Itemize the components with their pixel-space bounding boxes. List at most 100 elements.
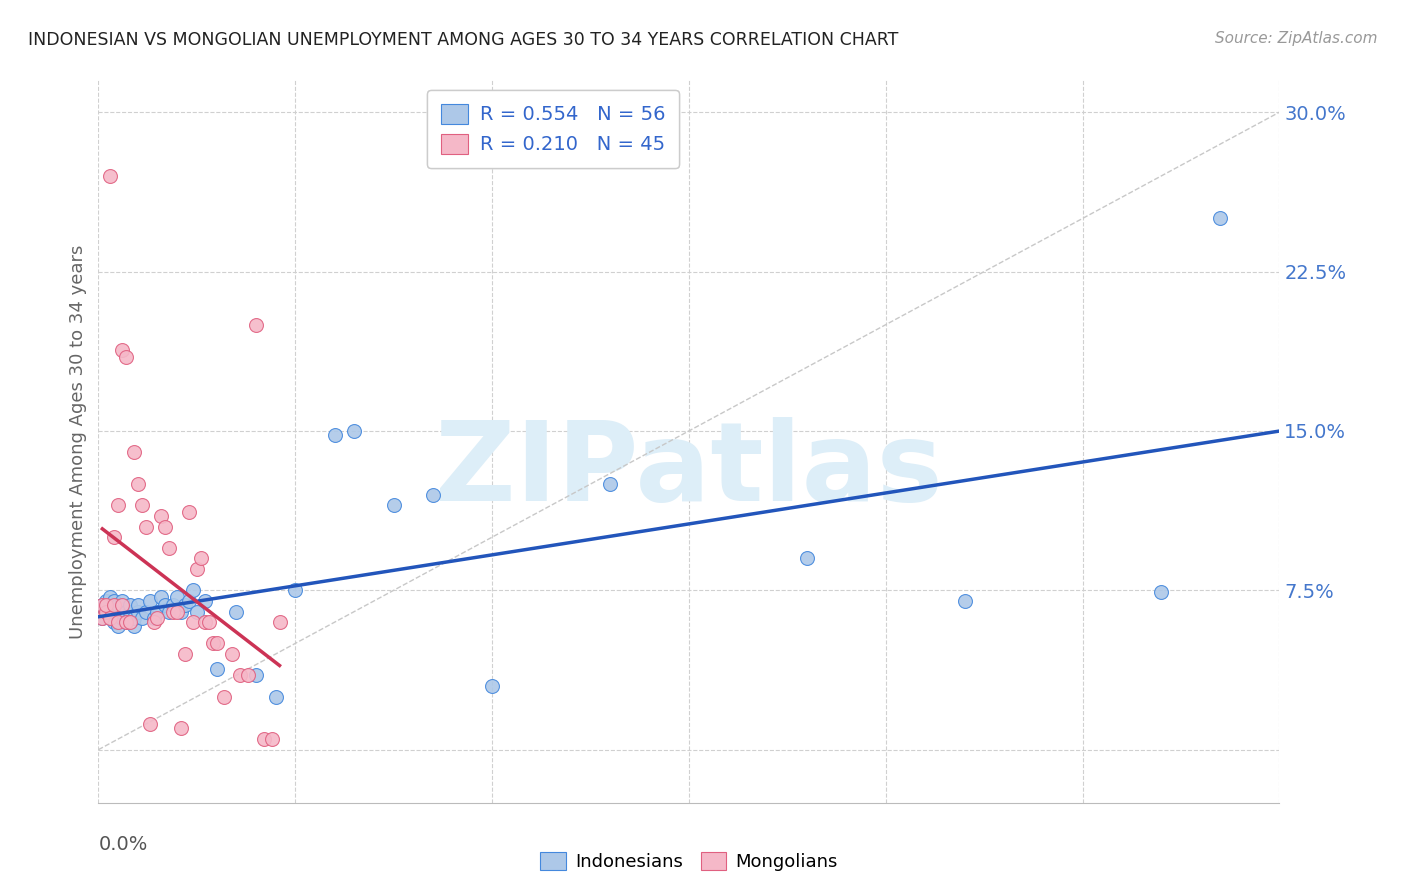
Point xyxy=(122,445,145,459)
Point xyxy=(107,605,129,619)
Point xyxy=(221,647,243,661)
Point xyxy=(111,343,134,358)
Point xyxy=(131,498,153,512)
Point xyxy=(103,605,125,619)
Point xyxy=(98,611,121,625)
Point xyxy=(122,619,145,633)
Point xyxy=(162,605,184,619)
Legend: R = 0.554   N = 56, R = 0.210   N = 45: R = 0.554 N = 56, R = 0.210 N = 45 xyxy=(427,90,679,168)
Point xyxy=(91,611,114,625)
Point xyxy=(953,594,976,608)
Point xyxy=(599,477,621,491)
Point xyxy=(122,611,145,625)
Point xyxy=(264,690,287,704)
Point xyxy=(214,690,236,704)
Point xyxy=(146,605,169,619)
Point xyxy=(138,717,160,731)
Point xyxy=(190,551,212,566)
Point xyxy=(135,519,157,533)
Point xyxy=(1150,585,1173,599)
Point xyxy=(181,615,204,630)
Point xyxy=(115,615,138,630)
Point xyxy=(96,605,118,619)
Point xyxy=(177,594,200,608)
Point xyxy=(155,598,177,612)
Point xyxy=(118,605,141,619)
Point xyxy=(131,611,153,625)
Text: 0.0%: 0.0% xyxy=(98,835,148,855)
Point xyxy=(205,662,228,676)
Point xyxy=(245,668,267,682)
Point xyxy=(343,424,366,438)
Point xyxy=(138,594,160,608)
Point xyxy=(103,615,125,630)
Point xyxy=(284,583,307,598)
Point xyxy=(118,611,141,625)
Point xyxy=(146,611,169,625)
Point xyxy=(1209,211,1232,226)
Point xyxy=(107,598,129,612)
Point xyxy=(91,611,114,625)
Point xyxy=(103,530,125,544)
Point xyxy=(103,594,125,608)
Point xyxy=(135,605,157,619)
Point xyxy=(170,605,193,619)
Point xyxy=(98,598,121,612)
Point xyxy=(260,732,283,747)
Point xyxy=(422,488,444,502)
Point xyxy=(115,615,138,630)
Point xyxy=(205,636,228,650)
Point xyxy=(98,169,121,183)
Point xyxy=(174,647,197,661)
Point xyxy=(107,619,129,633)
Point xyxy=(115,350,138,364)
Point xyxy=(194,615,217,630)
Point xyxy=(118,615,141,630)
Point xyxy=(127,605,149,619)
Y-axis label: Unemployment Among Ages 30 to 34 years: Unemployment Among Ages 30 to 34 years xyxy=(69,244,87,639)
Point xyxy=(118,598,141,612)
Point xyxy=(166,590,188,604)
Point xyxy=(253,732,276,747)
Point xyxy=(245,318,267,332)
Legend: Indonesians, Mongolians: Indonesians, Mongolians xyxy=(533,845,845,879)
Point xyxy=(157,605,180,619)
Text: INDONESIAN VS MONGOLIAN UNEMPLOYMENT AMONG AGES 30 TO 34 YEARS CORRELATION CHART: INDONESIAN VS MONGOLIAN UNEMPLOYMENT AMO… xyxy=(28,31,898,49)
Point xyxy=(194,594,217,608)
Point xyxy=(166,605,188,619)
Point xyxy=(201,636,224,650)
Point xyxy=(96,594,118,608)
Point xyxy=(142,611,165,625)
Point xyxy=(96,605,118,619)
Point xyxy=(269,615,291,630)
Point xyxy=(103,598,125,612)
Point xyxy=(111,605,134,619)
Text: ZIPatlas: ZIPatlas xyxy=(434,417,943,524)
Point xyxy=(107,615,129,630)
Point xyxy=(229,668,252,682)
Point xyxy=(98,611,121,625)
Point xyxy=(96,598,118,612)
Point xyxy=(107,498,129,512)
Point xyxy=(162,598,184,612)
Point xyxy=(174,598,197,612)
Point xyxy=(115,605,138,619)
Point xyxy=(98,590,121,604)
Point xyxy=(170,722,193,736)
Point xyxy=(186,605,208,619)
Point xyxy=(127,477,149,491)
Point xyxy=(150,590,173,604)
Point xyxy=(181,583,204,598)
Point xyxy=(111,611,134,625)
Point xyxy=(111,598,134,612)
Point xyxy=(150,508,173,523)
Point xyxy=(481,679,503,693)
Point xyxy=(197,615,219,630)
Point xyxy=(225,605,247,619)
Point xyxy=(796,551,818,566)
Point xyxy=(111,594,134,608)
Point xyxy=(157,541,180,555)
Point xyxy=(142,615,165,630)
Point xyxy=(177,505,200,519)
Point xyxy=(186,562,208,576)
